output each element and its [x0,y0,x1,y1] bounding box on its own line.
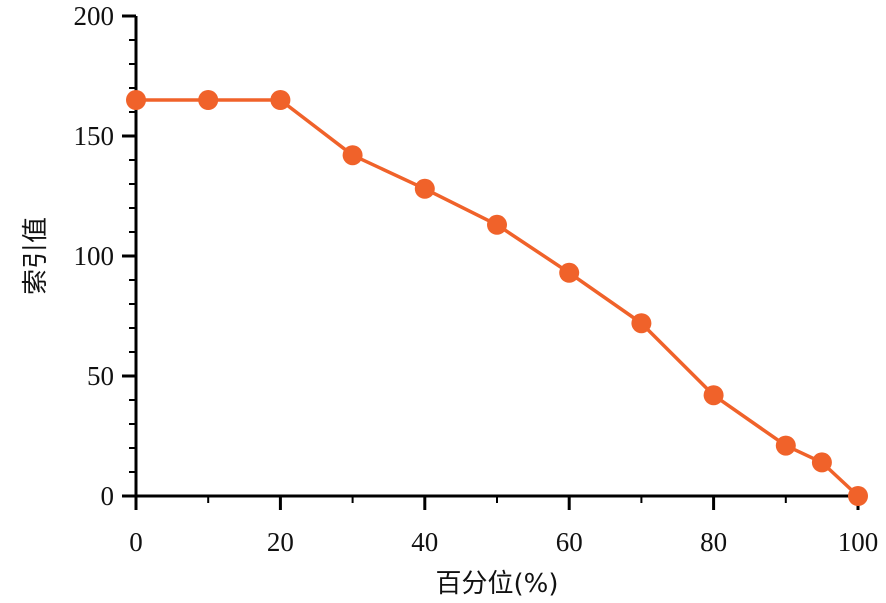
data-point [270,90,291,110]
y-tick-label: 0 [101,481,115,511]
x-tick-label: 100 [838,527,879,557]
x-tick-label: 60 [556,527,583,557]
series-line [136,98,860,498]
y-tick-label: 50 [87,361,114,391]
y-tick-label: 150 [74,121,115,151]
x-tick-label: 80 [700,527,727,557]
data-point [559,262,580,283]
y-tick-label: 200 [74,1,115,31]
data-point [414,178,435,199]
x-tick-label: 20 [267,527,294,557]
axis-labels: 百分位(%) 索引值 [21,217,559,599]
data-point [703,385,724,406]
axes [134,16,862,498]
x-tick-label: 0 [129,527,143,557]
x-tick-label: 40 [411,527,438,557]
data-point [848,486,868,506]
data-point [342,145,363,166]
data-point [631,313,652,334]
series [126,90,868,506]
ticks: 0 50 100 150 200 0 20 40 60 80 100 [74,1,879,557]
x-axis-title: 百分位(%) [436,569,559,599]
data-point [775,435,796,456]
data-point [198,90,219,110]
data-point [126,90,146,110]
y-axis-title: 索引值 [21,217,51,295]
data-point [811,452,832,473]
y-tick-label: 100 [74,241,115,271]
data-point [487,214,507,235]
